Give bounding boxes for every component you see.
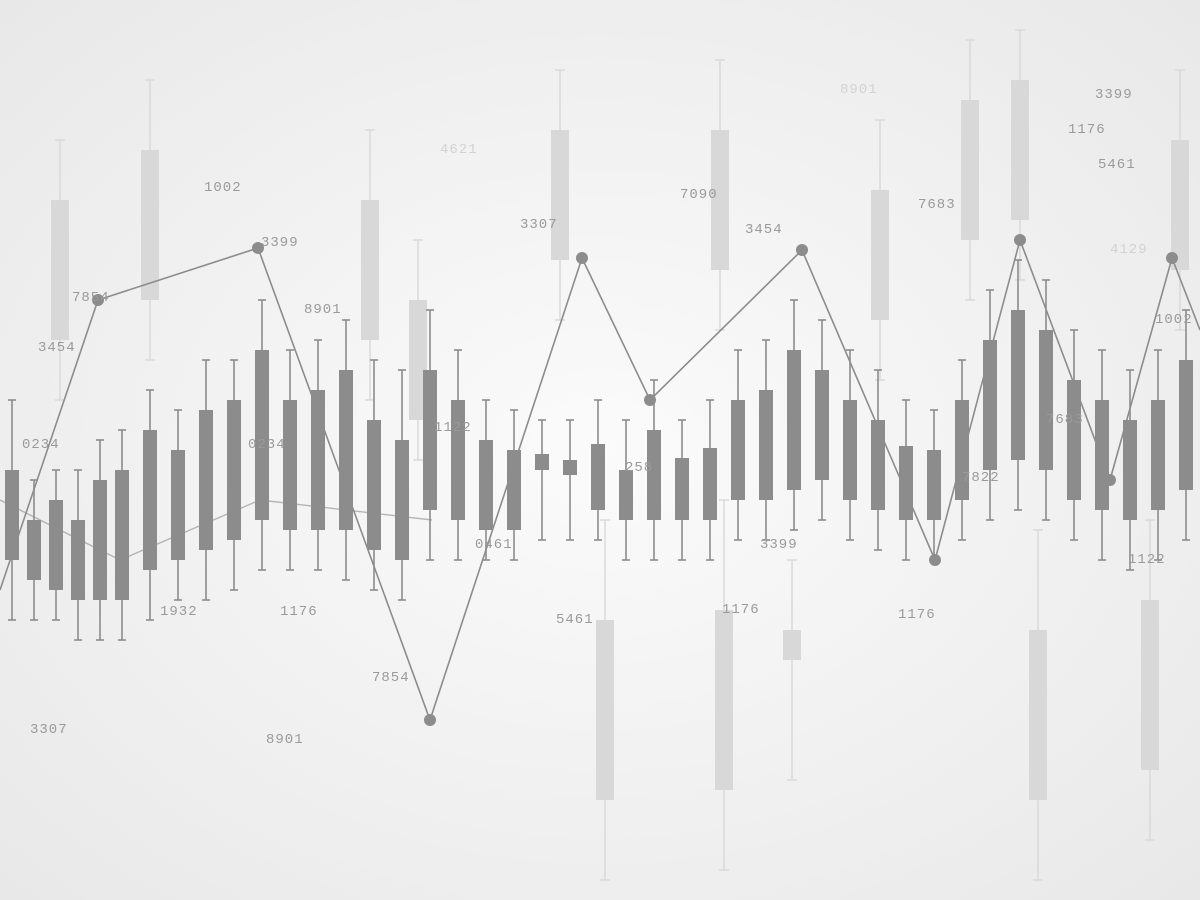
- chart-svg: [0, 0, 1200, 900]
- trend-markers: [92, 234, 1178, 726]
- candlestick-chart: 4621890141293454785402343307193210020234…: [0, 0, 1200, 900]
- candles-foreground: [5, 260, 1193, 640]
